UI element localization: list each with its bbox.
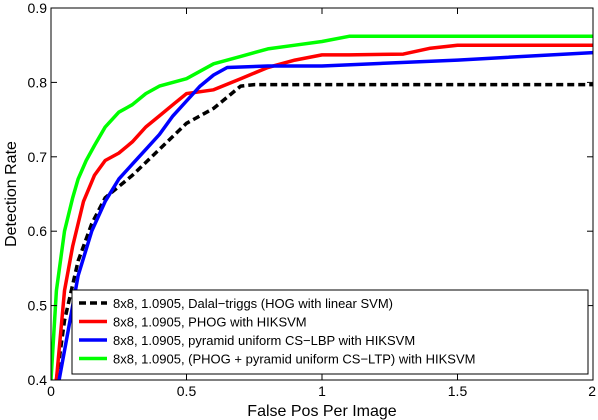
series-layer bbox=[51, 34, 593, 380]
x-tick-label: 2 bbox=[588, 383, 596, 399]
legend-label-1: 8x8, 1.0905, Dalal−triggs (HOG with line… bbox=[113, 296, 393, 311]
y-tick-label: 0.7 bbox=[28, 149, 48, 165]
y-tick-label: 0.9 bbox=[28, 0, 48, 16]
legend-label-3: 8x8, 1.0905, pyramid uniform CS−LBP with… bbox=[113, 333, 415, 348]
x-tick-label: 1 bbox=[318, 383, 326, 399]
legend: 8x8, 1.0905, Dalal−triggs (HOG with line… bbox=[71, 289, 589, 375]
series-line-3 bbox=[57, 50, 593, 380]
legend-label-4: 8x8, 1.0905, (PHOG + pyramid uniform CS−… bbox=[113, 352, 475, 367]
y-axis-label: Detection Rate bbox=[3, 141, 20, 247]
y-tick-label: 0.4 bbox=[28, 372, 48, 388]
x-tick-label: 0.5 bbox=[177, 383, 197, 399]
y-tick-label: 0.8 bbox=[28, 74, 48, 90]
x-tick-label: 1.5 bbox=[448, 383, 468, 399]
y-tick-label: 0.6 bbox=[28, 223, 48, 239]
tick-layer: 0 0.5 1 1.5 2 0.4 0.5 0.6 0.7 0.8 0.9 bbox=[28, 0, 597, 399]
y-tick-label: 0.5 bbox=[28, 298, 48, 314]
series-line-4 bbox=[51, 34, 593, 380]
series-line-1 bbox=[54, 82, 593, 380]
legend-box bbox=[71, 289, 589, 375]
x-tick-label: 0 bbox=[47, 383, 55, 399]
x-axis-label: False Pos Per Image bbox=[247, 403, 397, 420]
series-line-2 bbox=[54, 43, 593, 380]
legend-label-2: 8x8, 1.0905, PHOG with HIKSVM bbox=[113, 315, 307, 330]
